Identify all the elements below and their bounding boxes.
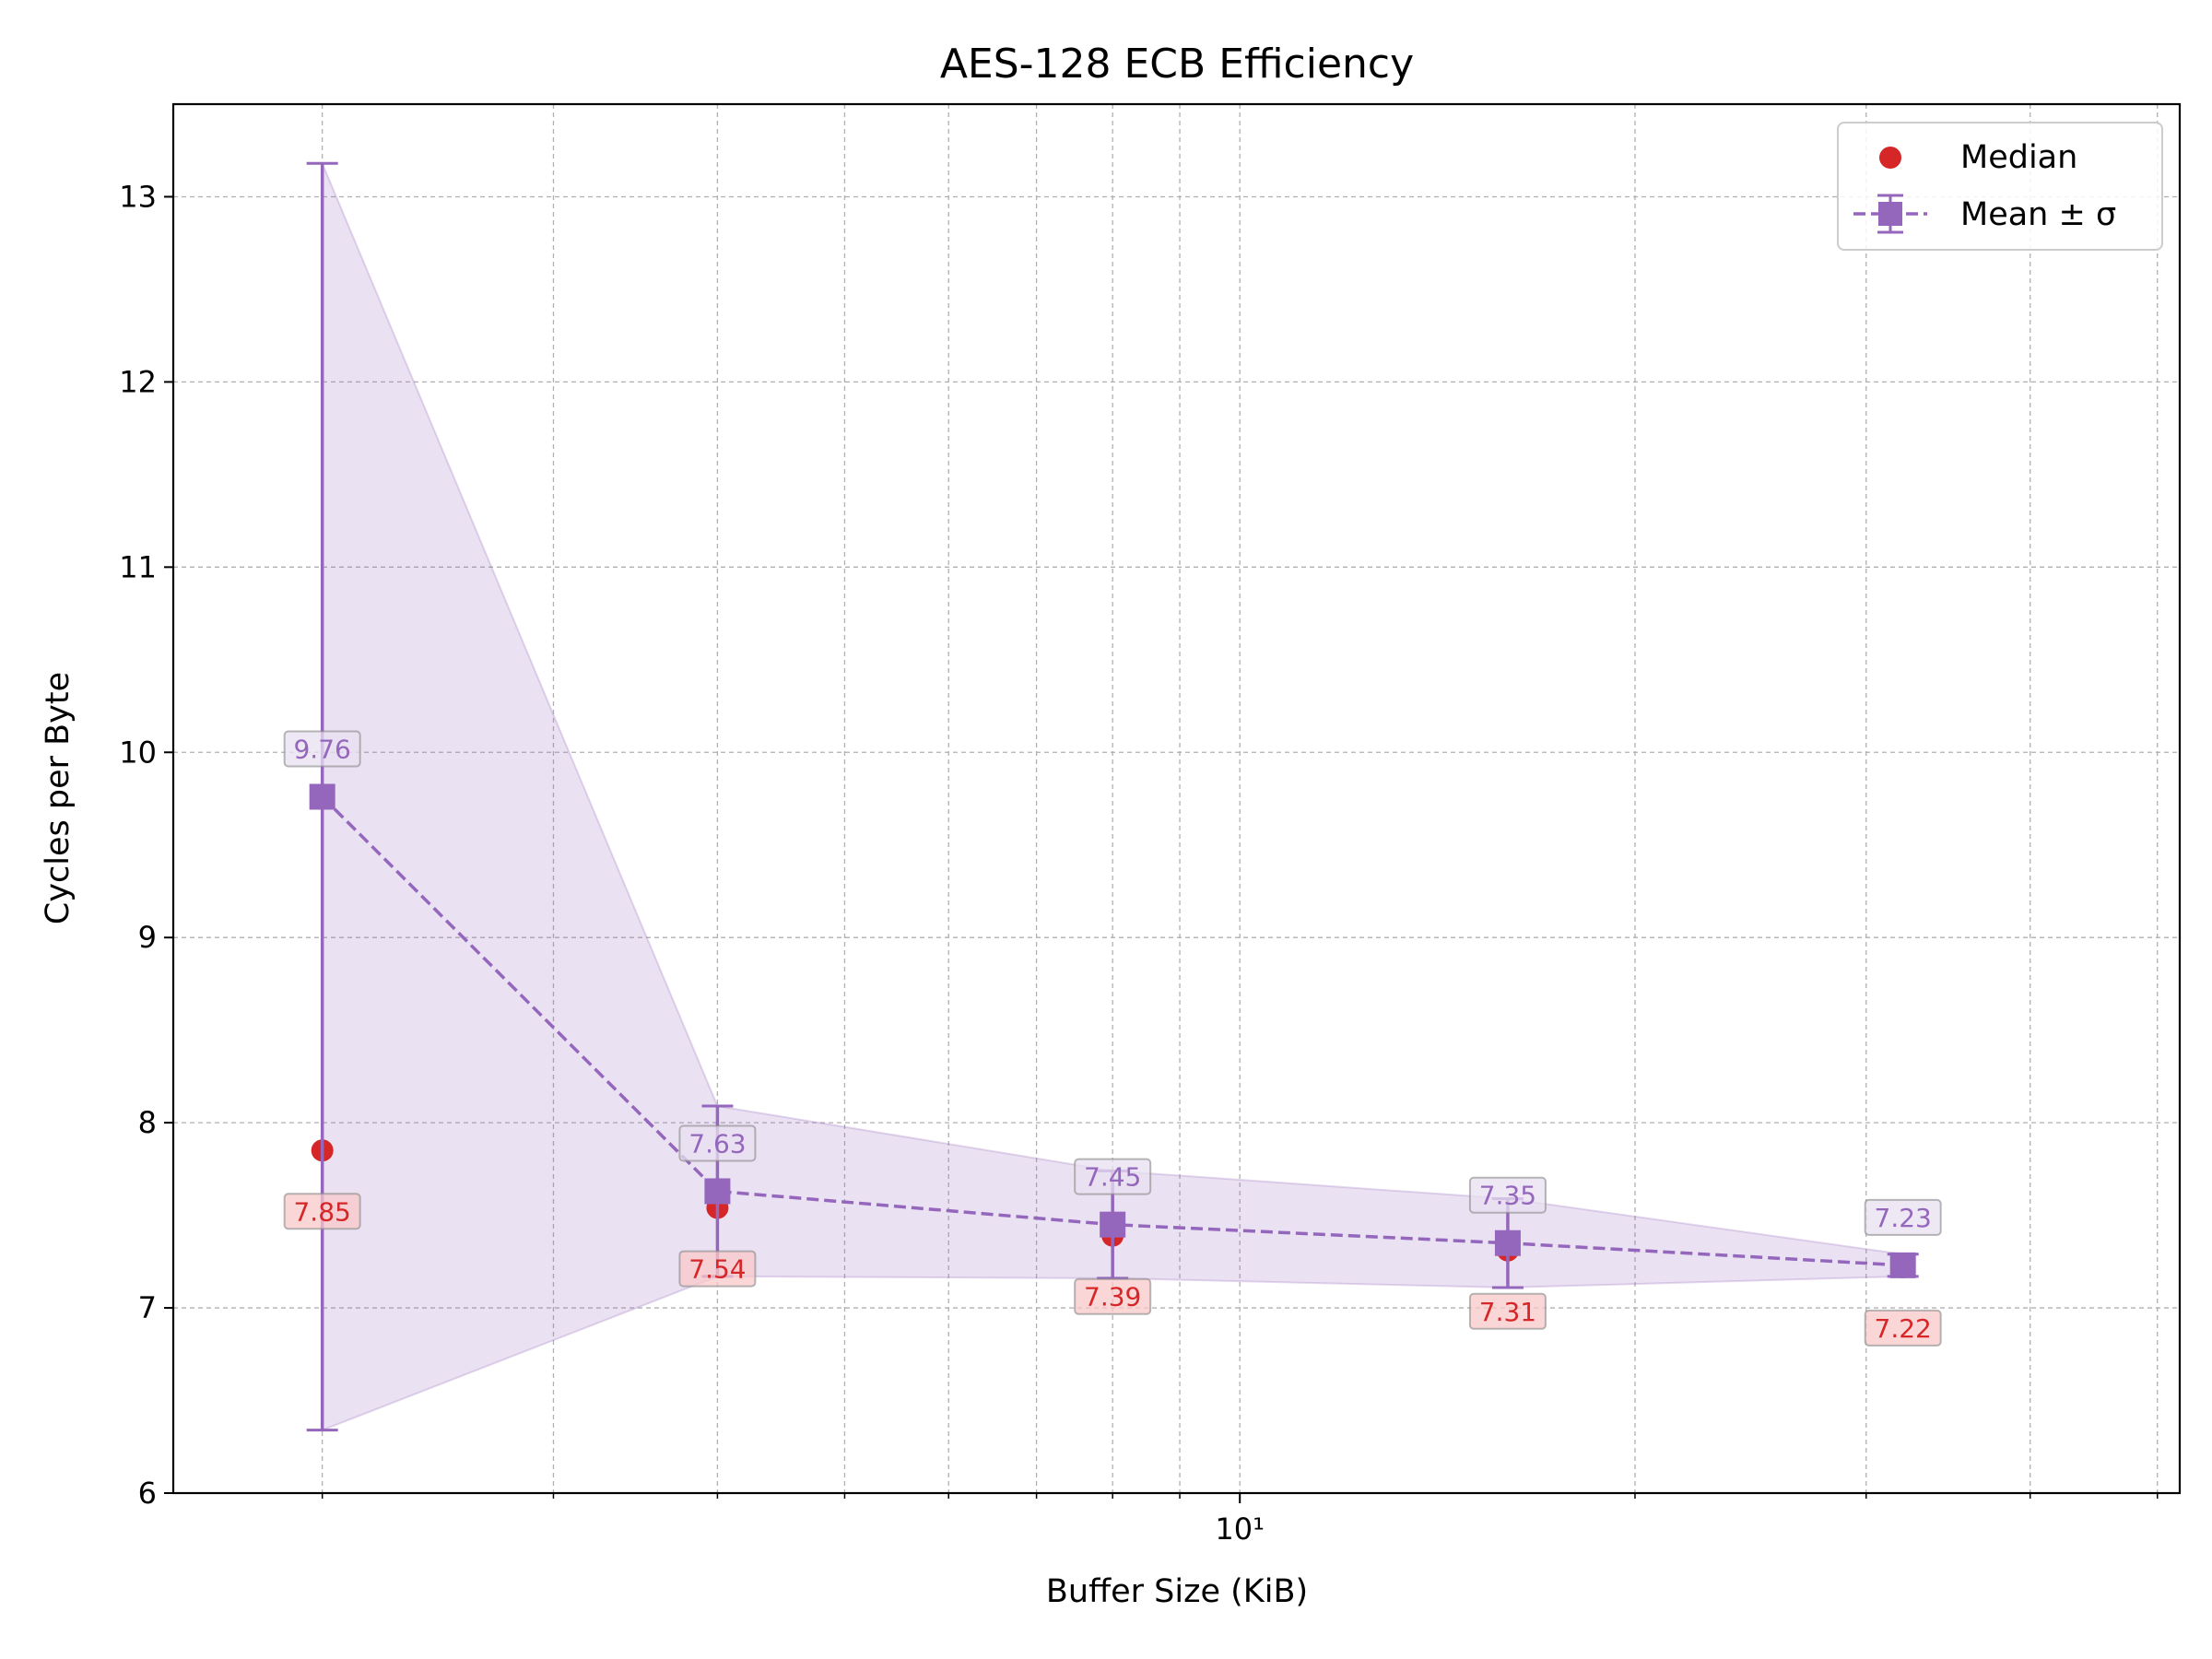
median-data-label: 7.85 [283, 1193, 361, 1230]
median-data-label-box [1468, 1292, 1547, 1330]
y-tick-label: 8 [138, 1105, 157, 1140]
mean-data-label-text: 7.45 [1084, 1162, 1141, 1193]
median-data-label-text: 7.31 [1479, 1297, 1536, 1327]
y-axis-label: Cycles per Byte [40, 672, 76, 924]
mean-point [704, 1178, 731, 1205]
grid-layer [173, 104, 2180, 1494]
legend-mean-marker [1853, 194, 1927, 234]
mean-data-label-box [283, 730, 361, 768]
median-data-label-text: 7.85 [293, 1196, 350, 1227]
mean-point [309, 783, 335, 810]
mean-data-label: 7.63 [678, 1124, 757, 1162]
median-data-label-text: 7.54 [688, 1254, 746, 1285]
y-tick-label: 11 [119, 549, 157, 584]
mean-data-label-box [1468, 1176, 1547, 1214]
mean-data-label-box [1864, 1198, 1942, 1236]
mean-data-label: 7.23 [1864, 1198, 1942, 1236]
data-label-layer: 9.76 7.85 7.63 7.54 7.45 7.39 7.35 7.31 7.23 7.22 [283, 730, 1942, 1347]
mean-data-label: 9.76 [283, 730, 361, 768]
mean-point [1889, 1252, 1916, 1278]
mean-data-label-text: 7.63 [688, 1128, 746, 1159]
median-data-label-text: 7.39 [1084, 1282, 1141, 1312]
mean-layer [306, 161, 1919, 1432]
plot-frame [171, 102, 2182, 1495]
median-data-label-box [678, 1250, 757, 1288]
mean-data-label: 7.45 [1074, 1158, 1152, 1195]
mean-data-label-box [1074, 1158, 1152, 1195]
legend-box [1837, 122, 2163, 251]
median-data-label: 7.31 [1468, 1292, 1547, 1330]
chart-title: AES-128 ECB Efficiency [940, 41, 1414, 88]
mean-data-label: 7.35 [1468, 1176, 1547, 1214]
median-data-label-box [283, 1193, 361, 1230]
y-tick-label: 6 [138, 1476, 157, 1511]
y-tick-label: 13 [119, 179, 157, 214]
mean-point [1494, 1230, 1521, 1256]
legend: Median Mean ± σ [1837, 122, 2163, 251]
x-axis-label: Buffer Size (KiB) [1046, 1573, 1308, 1610]
median-data-label: 7.54 [678, 1250, 757, 1288]
mean-data-label-text: 7.23 [1875, 1203, 1932, 1233]
mean-data-label-text: 9.76 [293, 734, 350, 764]
legend-median-marker [1879, 147, 1901, 169]
median-data-label-box [1864, 1309, 1942, 1347]
y-tick-label: 12 [119, 364, 157, 399]
median-data-label-box [1074, 1277, 1152, 1315]
mean-data-label-box [678, 1124, 757, 1162]
median-data-label: 7.22 [1864, 1309, 1942, 1347]
y-tick-label: 9 [138, 920, 157, 955]
y-tick-label: 7 [138, 1290, 157, 1325]
legend-median-label: Median [1960, 139, 2077, 176]
median-data-label: 7.39 [1074, 1277, 1152, 1315]
mean-data-label-text: 7.35 [1479, 1181, 1536, 1211]
y-tick-label: 10 [119, 735, 157, 770]
legend-mean-square [1878, 202, 1902, 226]
mean-point [1100, 1211, 1126, 1238]
legend-mean-label: Mean ± σ [1960, 196, 2116, 233]
x-tick-label: 10¹ [1215, 1512, 1265, 1547]
tick-layer: 6 7 8 9 10 11 12 13 10¹ [119, 179, 2159, 1547]
median-data-label-text: 7.22 [1875, 1313, 1932, 1344]
